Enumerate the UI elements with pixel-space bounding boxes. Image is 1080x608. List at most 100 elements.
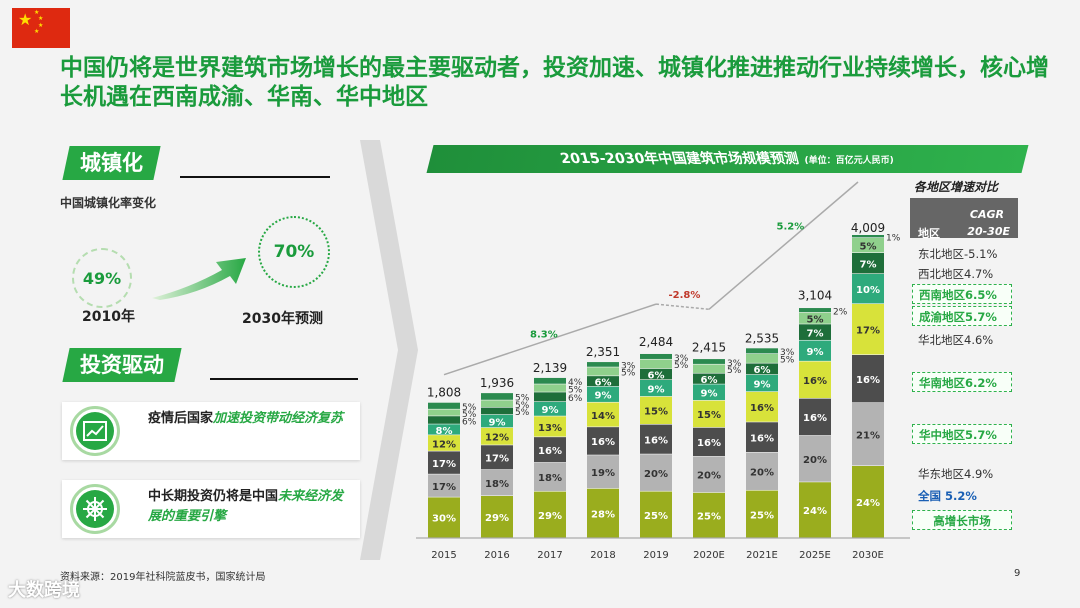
bar-segment <box>428 424 460 435</box>
segment-label: 20% <box>750 468 774 479</box>
category-label: 2025E <box>799 550 831 561</box>
page-title: 中国仍将是世界建筑市场增长的最主要驱动者，投资加速、城镇化推进推动行业持续增长，… <box>60 55 1049 110</box>
category-label: 2016 <box>484 550 509 561</box>
growth-label: 5.2% <box>777 222 805 233</box>
segment-label: 15% <box>644 407 668 418</box>
bar-segment <box>852 304 884 355</box>
bar-segment <box>693 384 725 401</box>
investment-card-2-text: 中长期投资仍将是中国未来经济发展的重要引擎 <box>148 489 344 524</box>
bar-segment <box>428 474 460 497</box>
category-label: 2015 <box>431 550 456 561</box>
bar-segment <box>799 398 831 436</box>
bar-segment <box>587 488 619 538</box>
total-label: 2,535 <box>745 331 779 345</box>
segment-label: 4% <box>568 378 583 388</box>
bar-segment <box>534 462 566 491</box>
total-label: 2,351 <box>586 345 620 359</box>
segment-label: 6% <box>648 370 665 381</box>
page-number: 9 <box>1014 568 1021 579</box>
segment-label: 18% <box>538 473 562 484</box>
segment-label: 29% <box>485 513 509 524</box>
period-header: 20-30E <box>967 225 1010 238</box>
segment-label: 24% <box>803 506 827 517</box>
segment-label: 5% <box>621 369 636 379</box>
segment-label: 10% <box>856 285 880 296</box>
urbanization-2030-circle: 70% <box>258 216 330 288</box>
regional-row: 西南地区6.5% <box>912 284 1012 304</box>
chart-title: 2015-2030年中国建筑市场规模预测 <box>558 151 801 167</box>
growth-chart-icon <box>70 406 120 456</box>
segment-label: 6% <box>754 365 771 376</box>
bar-segment <box>428 435 460 451</box>
bar-segment <box>534 392 566 402</box>
segment-label: 13% <box>538 423 562 434</box>
bar-segment <box>852 355 884 403</box>
bar-segment <box>640 380 672 397</box>
segment-label: 20% <box>644 469 668 480</box>
bar-segment <box>799 312 831 324</box>
segment-label: 1% <box>886 234 901 244</box>
rising-arrow-icon <box>152 258 246 300</box>
china-flag-icon: ★ ★ ★ ★ ★ <box>12 8 70 48</box>
urbanization-tag: 城镇化 <box>62 146 161 180</box>
bar-segment <box>746 374 778 392</box>
bar-segment <box>852 403 884 466</box>
bar-segment <box>640 353 672 359</box>
bar-segment <box>693 400 725 428</box>
regional-row: 华南地区6.2% <box>912 372 1012 392</box>
bar-segment <box>852 238 884 253</box>
segment-label: 5% <box>462 403 477 413</box>
segment-label: 25% <box>697 511 721 522</box>
bar-segment <box>587 455 619 489</box>
segment-label: 5% <box>807 314 824 325</box>
category-label: 2017 <box>537 550 562 561</box>
investment-tag: 投资驱动 <box>62 348 182 382</box>
urbanization-2030-label: 2030年预测 <box>242 311 323 327</box>
segment-label: 5% <box>515 408 530 418</box>
category-label: 2030E <box>852 550 884 561</box>
total-label: 4,009 <box>851 221 885 235</box>
segment-label: 18% <box>485 479 509 490</box>
bar-segment <box>481 393 513 400</box>
segment-label: 3% <box>621 362 636 372</box>
segment-label: 5% <box>727 366 742 376</box>
bar-segment <box>640 368 672 380</box>
bar-segment <box>534 437 566 463</box>
bar-segment <box>693 359 725 364</box>
bar-segment <box>746 363 778 375</box>
segment-label: 16% <box>803 376 827 387</box>
bar-segment <box>799 435 831 482</box>
segment-label: 5% <box>860 242 877 253</box>
urbanization-subtitle: 中国城镇化率变化 <box>60 196 157 210</box>
segment-label: 8% <box>436 426 453 437</box>
regional-row: 东北地区-5.1% <box>918 247 998 261</box>
regional-row: 华中地区5.7% <box>912 424 1012 444</box>
total-label: 1,808 <box>427 386 461 400</box>
bar-segment <box>640 491 672 538</box>
bar-segment <box>852 253 884 274</box>
bar-segment <box>640 396 672 425</box>
bar-segment <box>428 409 460 416</box>
regional-row: 华北地区4.6% <box>918 333 994 347</box>
segment-label: 16% <box>750 403 774 414</box>
bar-segment <box>746 452 778 490</box>
bar-segment <box>428 451 460 474</box>
bar-segment <box>534 416 566 437</box>
bar-segment <box>587 402 619 427</box>
bar-segment <box>587 386 619 402</box>
segment-label: 16% <box>644 435 668 446</box>
bar-segment <box>640 424 672 454</box>
regional-title: 各地区增速对比 <box>914 180 999 194</box>
segment-label: 5% <box>780 356 795 366</box>
investment-card-1: 疫情后国家加速投资带动经济复苏 <box>62 402 360 460</box>
watermark-logo: 大数跨境 <box>8 580 80 601</box>
segment-label: 5% <box>515 394 530 404</box>
segment-label: 25% <box>750 510 774 521</box>
cagr-header: CAGR <box>969 208 1004 221</box>
segment-label: 6% <box>568 394 583 404</box>
segment-label: 9% <box>542 405 559 416</box>
bar-segment <box>746 348 778 354</box>
segment-label: 12% <box>432 439 456 450</box>
divider <box>210 378 358 380</box>
